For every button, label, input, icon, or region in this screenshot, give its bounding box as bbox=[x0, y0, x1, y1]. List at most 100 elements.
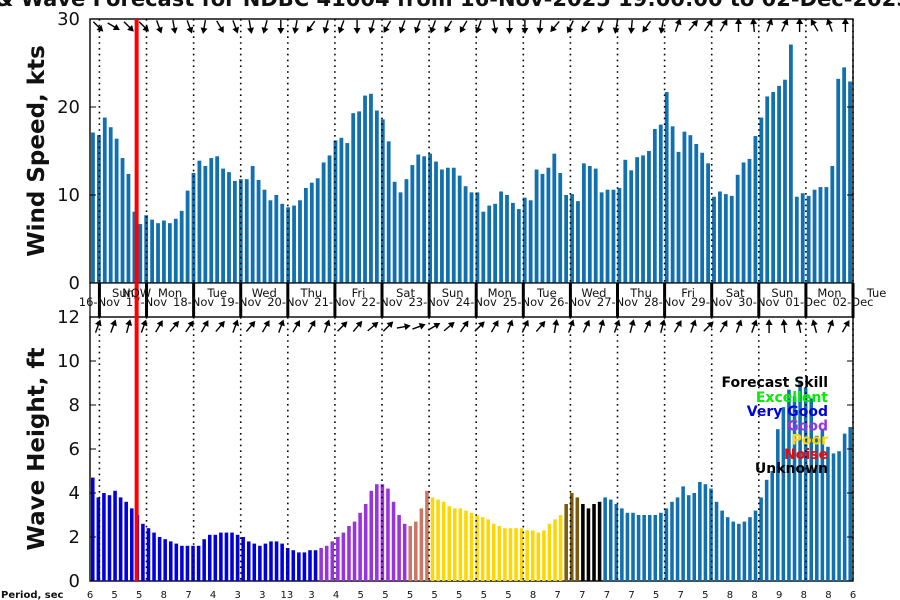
wave-bar bbox=[235, 534, 240, 581]
date-label: 18-Nov bbox=[173, 295, 214, 309]
direction-arrow bbox=[292, 320, 301, 333]
wave-bar bbox=[581, 504, 585, 581]
wave-bar bbox=[508, 528, 513, 581]
direction-arrow bbox=[536, 19, 544, 34]
wave-bar bbox=[363, 504, 368, 581]
direction-arrow bbox=[261, 20, 269, 34]
wind-bar bbox=[789, 44, 793, 283]
wind-bar bbox=[570, 194, 574, 283]
wave-bar bbox=[569, 493, 574, 581]
wave-bar bbox=[798, 380, 802, 581]
wave-bar bbox=[274, 541, 279, 581]
wind-speed-panel: 0 10 20 30 Wind Speed, kts bbox=[24, 9, 854, 294]
day-of-week-label: Wed bbox=[581, 286, 606, 300]
wind-bar bbox=[445, 167, 450, 283]
wind-bar bbox=[91, 132, 95, 283]
y-tick-label: 2 bbox=[69, 527, 80, 548]
period-value: 4 bbox=[333, 590, 339, 600]
wave-bar bbox=[525, 530, 529, 581]
wind-bar bbox=[676, 151, 681, 283]
wind-bar bbox=[682, 131, 687, 283]
wind-bar bbox=[392, 181, 397, 283]
wave-bar bbox=[280, 543, 284, 581]
wave-bar bbox=[553, 519, 557, 581]
wind-bar bbox=[363, 95, 367, 283]
wind-bar bbox=[818, 187, 823, 283]
wave-bar bbox=[324, 545, 329, 581]
wave-bar bbox=[809, 398, 814, 581]
wind-bar bbox=[836, 78, 841, 283]
y-tick-label: 6 bbox=[69, 439, 80, 460]
period-value: 7 bbox=[604, 590, 610, 600]
direction-arrow bbox=[628, 19, 636, 34]
wave-bar bbox=[597, 501, 602, 581]
wave-bar bbox=[458, 508, 463, 581]
wind-bar bbox=[564, 195, 569, 283]
direction-arrow bbox=[427, 322, 441, 331]
direction-arrow bbox=[796, 18, 804, 32]
wave-bar bbox=[486, 519, 490, 581]
wind-bar bbox=[132, 211, 137, 283]
wind-bar bbox=[516, 209, 521, 283]
wave-bar bbox=[792, 396, 797, 581]
wave-bar bbox=[514, 528, 518, 581]
day-labels: Sun16-NovMon17-NovTue18-NovWed19-NovThu2… bbox=[79, 283, 886, 318]
wave-bar bbox=[436, 499, 440, 581]
wind-bar bbox=[398, 192, 403, 283]
period-value: 5 bbox=[431, 590, 437, 600]
date-label: 25-Nov bbox=[503, 295, 544, 309]
period-values: 6 5 5 8 7 4 3 3 13 3 4 5 5 5 5 5 5 5 8 7 7 7 7 5 7 5 8 8 9 8 8 6 bbox=[87, 590, 856, 600]
direction-arrow bbox=[398, 20, 406, 34]
direction-arrow bbox=[155, 20, 163, 34]
wave-bar bbox=[542, 530, 546, 581]
wave-bar bbox=[219, 532, 223, 581]
wave-bar bbox=[670, 501, 674, 581]
legend-entry: Good bbox=[787, 418, 828, 434]
wind-bar bbox=[156, 223, 160, 283]
legend-entry: Noise bbox=[784, 447, 828, 463]
wave-bar bbox=[447, 506, 451, 581]
wind-bar bbox=[812, 189, 817, 283]
day-of-week-label: Sat bbox=[396, 286, 415, 300]
direction-arrow bbox=[719, 320, 728, 333]
wave-bar bbox=[202, 539, 206, 581]
direction-arrow bbox=[703, 19, 713, 32]
wind-bar bbox=[351, 113, 356, 283]
wind-bar bbox=[374, 110, 379, 284]
period-value: 5 bbox=[505, 590, 511, 600]
period-value: 3 bbox=[308, 590, 314, 600]
wind-bar bbox=[150, 219, 154, 283]
period-value: 7 bbox=[678, 590, 684, 600]
wind-bar bbox=[345, 143, 350, 283]
period-value: 5 bbox=[136, 590, 142, 600]
wind-bar bbox=[138, 224, 143, 283]
wind-bar bbox=[593, 168, 598, 283]
wave-bar bbox=[297, 552, 301, 581]
legend-title: Forecast Skill bbox=[722, 375, 828, 391]
wave-bar bbox=[352, 521, 357, 581]
direction-arrow bbox=[107, 22, 120, 31]
period-value: 4 bbox=[210, 590, 216, 600]
wind-bar bbox=[298, 200, 302, 283]
period-value: 6 bbox=[87, 590, 93, 600]
direction-arrow bbox=[506, 319, 514, 333]
direction-arrow bbox=[277, 20, 285, 34]
direction-arrow bbox=[688, 19, 698, 32]
wave-bar bbox=[163, 539, 167, 581]
wind-bar bbox=[244, 179, 249, 283]
wave-bar bbox=[241, 537, 245, 581]
direction-arrow bbox=[444, 20, 453, 33]
direction-arrow bbox=[690, 319, 697, 333]
period-value: 5 bbox=[702, 590, 708, 600]
wave-bar bbox=[725, 517, 730, 581]
now-marker: NOW bbox=[122, 19, 151, 581]
wind-bar bbox=[144, 215, 149, 283]
wave-bar bbox=[564, 504, 568, 581]
direction-arrow bbox=[278, 319, 285, 333]
wave-bar bbox=[308, 550, 312, 581]
wind-bar bbox=[824, 187, 829, 283]
wave-bar bbox=[647, 515, 652, 581]
direction-arrow bbox=[491, 19, 499, 34]
wave-bar bbox=[441, 501, 446, 581]
